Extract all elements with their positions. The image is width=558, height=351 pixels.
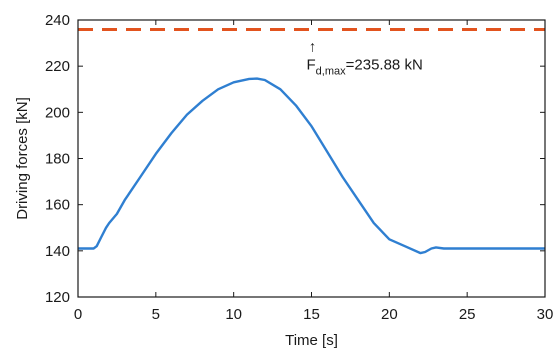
y-tick-label: 140 [45,243,70,260]
x-tick-label: 25 [459,306,476,323]
y-tick-label: 160 [45,197,70,214]
series-line-1 [78,77,545,255]
y-tick-label: 240 [45,12,70,29]
annotation-main: F [307,57,316,74]
annotation-arrow: ↑ [309,39,317,56]
annotation-label: Fd,max=235.88 kN [307,57,423,78]
y-tick-label: 220 [45,58,70,75]
x-tick-label: 15 [303,306,320,323]
x-tick-label: 0 [74,306,82,323]
annotation-value: =235.88 kN [346,57,423,74]
series-layer [78,28,545,255]
x-tick-label: 5 [152,306,160,323]
ticks-layer: 0 5 10 15 20 25 30 120 140 160 180 200 220 240 [45,12,553,323]
x-tick-label: 10 [225,306,242,323]
x-axis-title: Time [s] [285,332,338,349]
x-tick-label: 30 [537,306,554,323]
y-tick-label: 200 [45,104,70,121]
y-axis-title: Driving forces [kN] [14,97,31,220]
y-tick-label: 180 [45,151,70,168]
annotation-layer: ↑Fd,max=235.88 kN [307,39,423,78]
annotation-subscript: d,max [316,66,346,78]
x-tick-label: 20 [381,306,398,323]
y-tick-label: 120 [45,289,70,306]
plot-background [78,20,545,297]
